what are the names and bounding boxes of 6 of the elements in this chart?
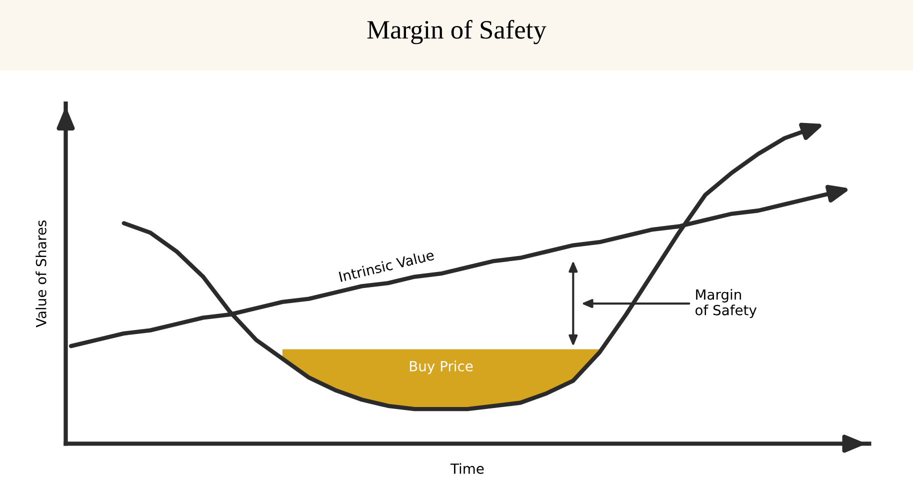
text: Intrinsic Value — [338, 249, 434, 282]
y-axis-title: Value of Shares — [36, 220, 46, 328]
x-axis-title: Time — [450, 463, 484, 474]
series-label: Buy Price — [410, 360, 473, 374]
annotation: Margin of Safety — [696, 289, 757, 318]
chart-title: Margin of Safety — [367, 20, 546, 44]
